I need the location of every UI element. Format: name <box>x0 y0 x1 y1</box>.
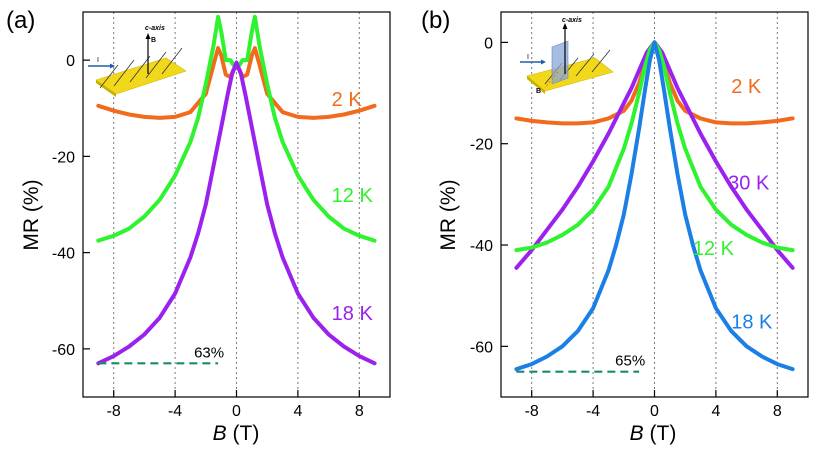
series-b-18k <box>514 40 795 372</box>
series-label-b-30k: 30 K <box>728 172 770 194</box>
c-axis-arrowhead-a <box>145 33 151 39</box>
y-axis-label-a: MR (%) <box>20 179 43 250</box>
x-tick-label-b-2: 0 <box>650 403 659 420</box>
y-ticks-a: -60 -40 -20 0 <box>52 53 90 359</box>
field-lines-a <box>99 47 183 89</box>
panel-label-a: (a) <box>6 7 35 34</box>
y-axis-label-b: MR (%) <box>437 179 460 250</box>
current-label-b: I <box>527 54 529 61</box>
y-tick-label-b-1: -40 <box>470 238 493 255</box>
x-axis-label-b: B (T) <box>630 422 677 445</box>
series-labels-b: 2 K 30 K 12 K 18 K <box>693 76 773 334</box>
x-tick-label-a-1: -4 <box>168 403 182 420</box>
sample-slab-b <box>526 57 614 92</box>
y-tick-label-a-2: -20 <box>52 149 75 166</box>
series-labels-a: 2 K 12 K 18 K <box>332 89 374 325</box>
slab-edge-a <box>96 80 116 97</box>
x-ticks-b: -8 -4 0 4 8 <box>525 390 782 420</box>
series-label-b-2k: 2 K <box>731 76 762 98</box>
y-tick-label-b-2: -20 <box>470 137 493 154</box>
y-ticks-b: -60 -40 -20 0 <box>470 35 508 356</box>
y-tick-label-a-1: -40 <box>52 246 75 263</box>
inset-schematic-a: I c-axis B <box>88 25 187 97</box>
x-tick-label-b-4: 8 <box>773 403 782 420</box>
series-label-a-12k: 12 K <box>332 185 374 207</box>
reference-label-a: 63% <box>194 344 224 361</box>
x-tick-label-b-1: -4 <box>586 403 600 420</box>
plot-frame-a <box>82 11 391 398</box>
reference-a: 63% <box>98 344 224 365</box>
curves-b <box>514 40 795 372</box>
field-label-a: B <box>151 37 156 44</box>
x-tick-label-b-0: -8 <box>525 403 539 420</box>
slab-edge-b <box>527 76 545 94</box>
vgrid-a <box>113 12 360 397</box>
series-label-a-18k: 18 K <box>332 303 374 325</box>
x-axis-var-a: B <box>213 422 227 445</box>
current-arrowhead-a <box>110 63 115 69</box>
vgrid-b <box>531 12 778 397</box>
x-tick-label-a-3: 4 <box>293 403 302 420</box>
plot-frame-b <box>500 11 809 398</box>
y-tick-label-b-3: 0 <box>484 35 493 52</box>
current-arrowhead-b <box>541 59 546 65</box>
current-label-a: I <box>97 57 99 64</box>
reference-b: 65% <box>516 353 645 373</box>
y-tick-label-a-3: 0 <box>66 53 75 70</box>
inset-schematic-b: I c-axis B <box>520 17 614 95</box>
x-tick-label-a-4: 8 <box>355 403 364 420</box>
panel-b: (b) MR (%) B (T) -60-40-200 -8 -4 0 4 8 65% … <box>421 7 809 445</box>
x-axis-var-b: B <box>630 422 644 445</box>
x-axis-unit-a: (T) <box>227 422 260 445</box>
c-axis-label-a: c-axis <box>145 25 165 32</box>
panel-label-b: (b) <box>421 7 450 34</box>
reference-label-b: 65% <box>615 353 645 370</box>
y-tick-label-a-0: -60 <box>52 342 75 359</box>
field-label-b: B <box>536 88 541 95</box>
x-tick-label-a-0: -8 <box>107 403 121 420</box>
c-axis-arrowhead-b <box>562 23 568 29</box>
x-tick-label-a-2: 0 <box>232 403 241 420</box>
panel-a: (a) MR (%) B (T) -60-40-200 -8 -4 0 4 8 63% … <box>6 7 391 445</box>
x-tick-label-b-3: 4 <box>711 403 720 420</box>
curves-a <box>96 14 377 366</box>
series-label-b-12k: 12 K <box>693 238 735 260</box>
series-a-18k <box>96 60 377 366</box>
c-axis-label-b: c-axis <box>562 17 582 24</box>
x-ticks-a: -8 -4 0 4 8 <box>107 390 364 420</box>
series-label-b-18k: 18 K <box>731 312 773 334</box>
x-axis-unit-b: (T) <box>644 422 677 445</box>
field-arrow-b <box>544 71 559 89</box>
x-axis-label-a: B (T) <box>213 422 260 445</box>
series-label-a-2k: 2 K <box>332 89 363 111</box>
field-plane-b <box>551 40 569 85</box>
y-tick-label-b-0: -60 <box>470 339 493 356</box>
